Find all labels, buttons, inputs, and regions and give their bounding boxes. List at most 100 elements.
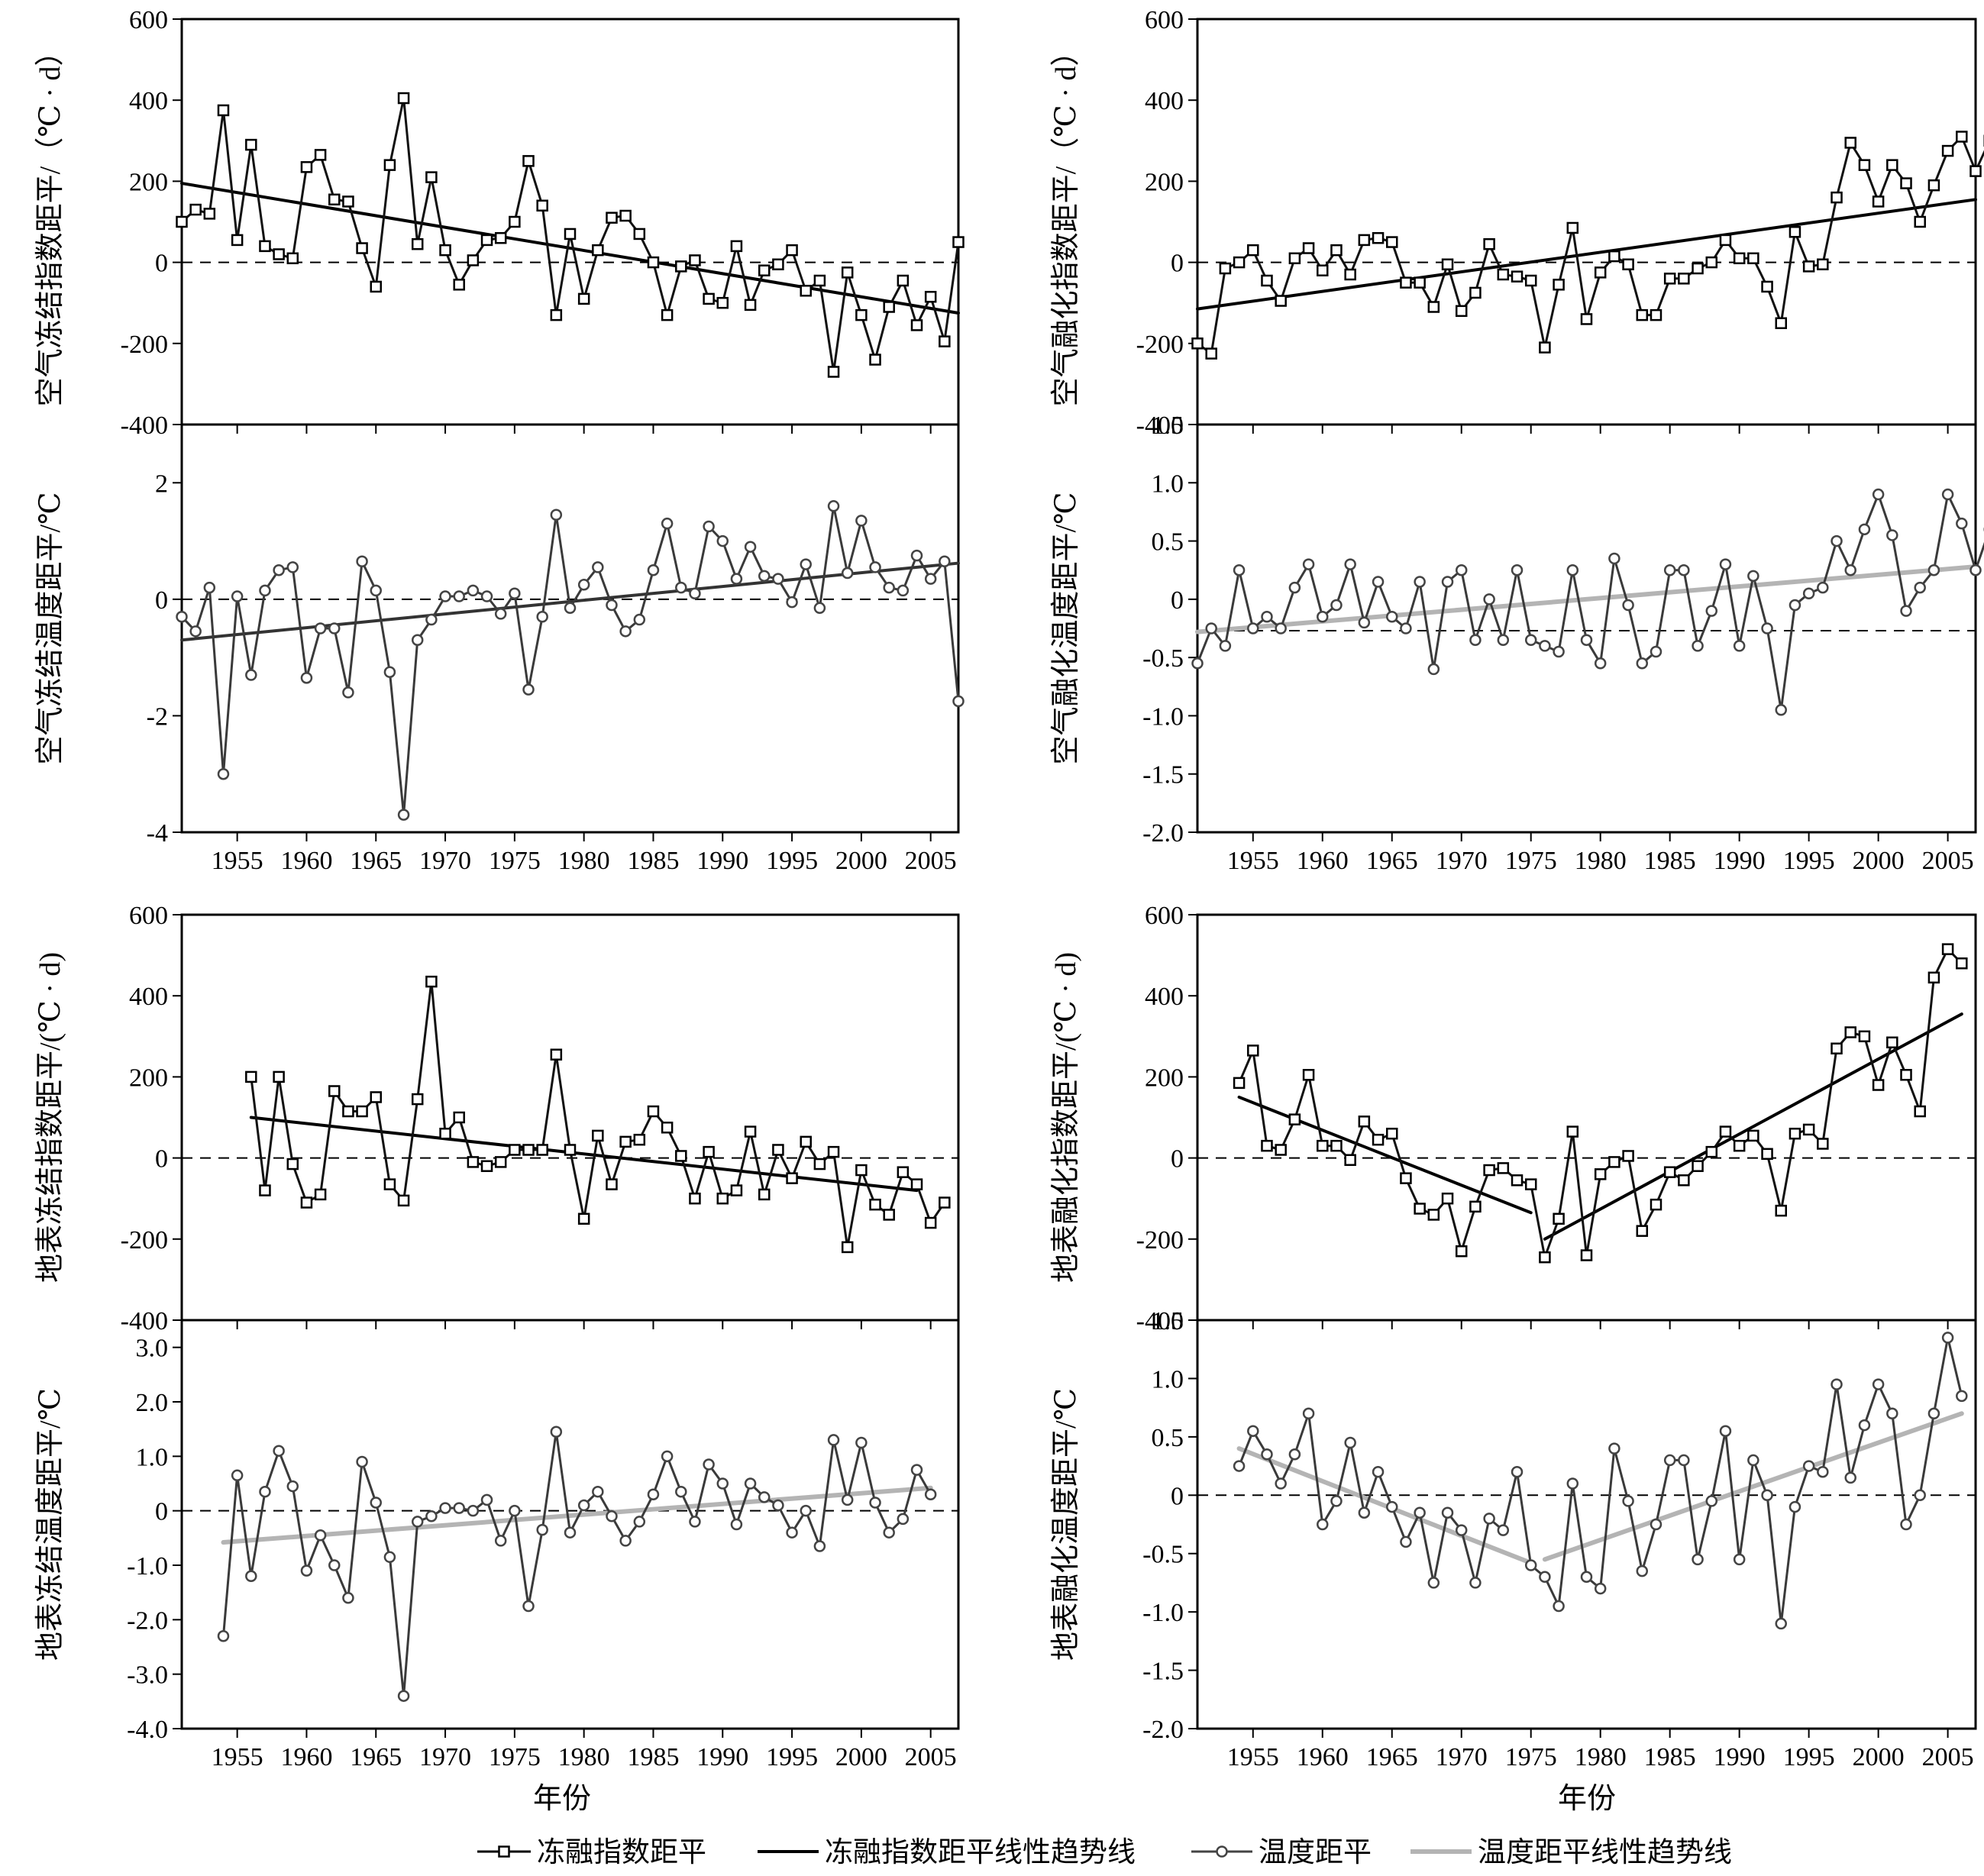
data-point — [730, 573, 743, 585]
data-point — [1692, 640, 1704, 652]
data-point — [273, 248, 285, 260]
data-point — [1511, 1465, 1524, 1478]
data-point — [1219, 262, 1232, 275]
data-point — [1927, 563, 1940, 576]
data-point — [1330, 1139, 1343, 1152]
data-point — [1469, 286, 1482, 299]
data-point — [1650, 308, 1662, 321]
data-point — [1483, 1513, 1495, 1525]
data-point — [1678, 563, 1690, 576]
x-tick-label: 2005 — [1922, 847, 1974, 875]
data-point — [661, 1122, 674, 1134]
data-point — [1330, 244, 1343, 257]
y-tick-label: -1.0 — [127, 1552, 168, 1581]
y-tick-label: -0.5 — [1142, 1541, 1184, 1569]
data-point — [1261, 1448, 1273, 1461]
y-tick-label: -0.5 — [1142, 644, 1184, 673]
x-axis: 1955 1960 1965 1970 1975 1980 1985 1990 1995 2000… — [212, 1729, 957, 1771]
y-tick-label: 0.5 — [1152, 1424, 1184, 1452]
data-point — [564, 228, 577, 241]
data-point — [758, 1188, 771, 1201]
data-point — [1497, 1524, 1510, 1536]
data-point — [1539, 1571, 1551, 1584]
data-point — [661, 308, 674, 321]
data-point — [300, 161, 313, 173]
data-point — [758, 570, 771, 583]
data-point — [1372, 231, 1385, 244]
data-point — [883, 1526, 895, 1539]
data-point — [439, 590, 451, 602]
y-tick-label: -1.0 — [1142, 702, 1184, 731]
data-point — [1358, 234, 1371, 247]
y-tick-label: -200 — [121, 1226, 168, 1254]
data-point — [314, 149, 327, 161]
data-point — [800, 285, 812, 297]
data-point — [1275, 622, 1287, 634]
x-axis-label-left: 年份 — [533, 1783, 591, 1815]
data-point — [231, 234, 244, 247]
data-point — [1441, 1192, 1454, 1205]
data-point — [286, 1480, 299, 1493]
data-point — [897, 1513, 910, 1526]
trend-line — [180, 182, 960, 315]
x-tick-label: 1975 — [1505, 1743, 1557, 1771]
data-point — [273, 563, 285, 576]
data-point — [1650, 1518, 1662, 1531]
y-axis-label: 地表冻结指数距平/(℃ · d) — [34, 952, 66, 1283]
data-point — [1872, 1378, 1885, 1390]
plot-frame — [180, 913, 960, 1322]
data-point — [494, 231, 507, 244]
data-point — [1261, 1139, 1273, 1152]
data-point — [1427, 1209, 1440, 1221]
data-point — [1761, 1489, 1773, 1502]
data-point — [356, 555, 368, 568]
data-point — [1580, 313, 1593, 325]
data-point — [592, 244, 604, 257]
data-point — [1831, 1378, 1843, 1390]
data-point — [1317, 610, 1329, 623]
data-point — [1553, 645, 1565, 658]
y-axis-label: 空气冻结温度距平/℃ — [34, 492, 66, 764]
x-tick-label: 1980 — [558, 847, 610, 875]
data-point — [509, 587, 521, 599]
data-point — [1205, 347, 1217, 360]
data-point — [1802, 587, 1815, 599]
series-line — [1197, 135, 1984, 355]
data-point — [1733, 1553, 1746, 1566]
data-point — [1817, 581, 1829, 594]
data-point — [1747, 570, 1759, 583]
data-point — [786, 1172, 798, 1184]
data-point — [509, 1504, 521, 1517]
data-point — [1802, 1123, 1815, 1136]
x-tick-label: 1990 — [1714, 847, 1766, 875]
data-point — [1455, 563, 1468, 576]
y-tick-label: 1.0 — [1152, 470, 1184, 498]
data-point — [273, 1070, 285, 1083]
y-axis: -2.0 -1.5 -1.0 -0.5 0 0.5 1.0 1.5 — [1142, 1307, 1197, 1744]
plot-frame — [1196, 423, 1977, 834]
x-tick-label: 1995 — [1783, 1743, 1835, 1771]
data-point — [439, 1502, 451, 1514]
y-tick-label: 0 — [155, 250, 168, 278]
data-point — [1900, 177, 1912, 189]
data-point — [1663, 1454, 1676, 1467]
data-point — [952, 236, 965, 248]
data-point — [1483, 237, 1495, 250]
data-point — [564, 1144, 577, 1156]
data-point — [1817, 1465, 1829, 1478]
y-tick-label: 600 — [129, 902, 168, 930]
data-point — [176, 610, 188, 623]
data-point — [467, 584, 480, 597]
x-tick-label: 1965 — [350, 847, 402, 875]
trend-line — [249, 1116, 919, 1193]
data-point — [1302, 242, 1315, 254]
data-point — [855, 1436, 868, 1449]
data-point — [1233, 563, 1246, 576]
y-axis: -4.0 -3.0 -2.0 -1.0 0 1.0 2.0 3.0 — [127, 1335, 182, 1744]
data-point — [536, 199, 548, 212]
data-point — [855, 308, 868, 321]
data-point — [1302, 558, 1315, 570]
x-axis — [236, 1320, 932, 1329]
data-point — [1650, 1198, 1662, 1211]
data-point — [300, 672, 313, 684]
